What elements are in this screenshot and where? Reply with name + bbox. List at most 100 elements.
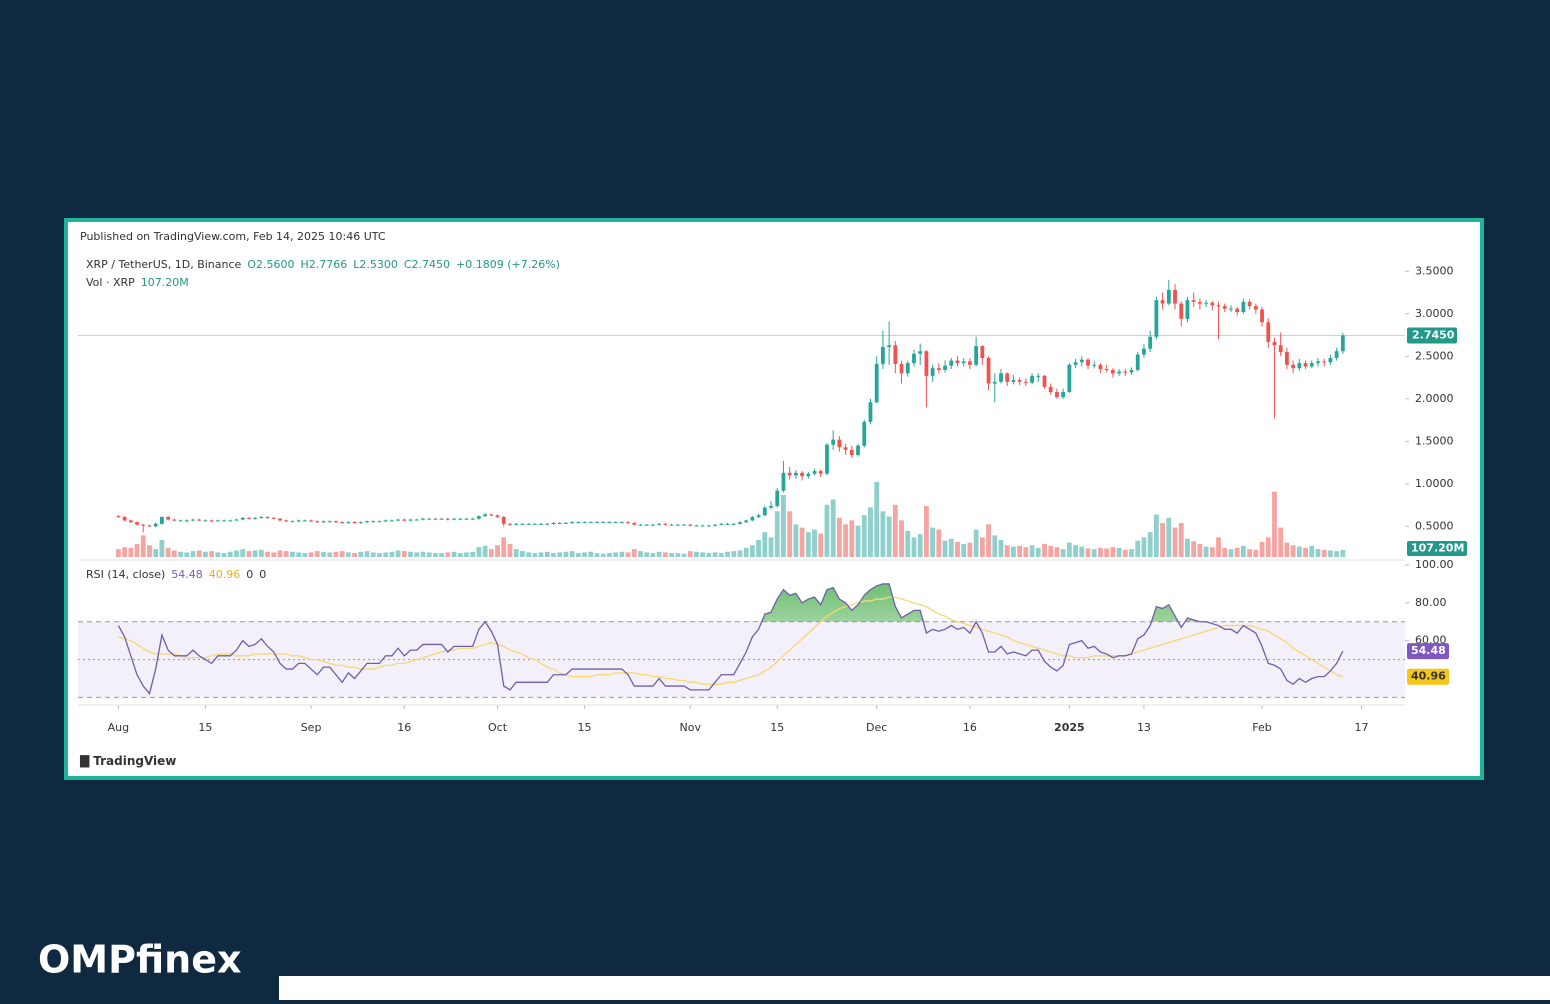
volume-bar	[364, 551, 370, 557]
volume-bar	[1234, 547, 1240, 557]
y-tick-label: 100.00	[1415, 558, 1454, 571]
volume-bar	[1259, 541, 1265, 557]
candle-body	[197, 519, 202, 521]
volume-bar	[1197, 543, 1203, 557]
candle-body	[644, 524, 649, 526]
candle-body	[1309, 363, 1314, 367]
volume-bar	[1216, 537, 1221, 557]
volume-bar	[532, 553, 538, 557]
volume-bar	[1203, 546, 1209, 557]
volume-bar	[1247, 549, 1253, 557]
candle-body	[1191, 300, 1196, 302]
chart-frame	[64, 218, 1484, 780]
candle-body	[203, 520, 208, 522]
y-tick-label: 2.5000	[1415, 349, 1454, 362]
candle-body	[762, 507, 767, 516]
candle-body	[1222, 306, 1227, 309]
candle-body	[160, 517, 164, 524]
volume-bar	[874, 481, 880, 557]
volume-bar	[687, 551, 693, 557]
volume-bar	[737, 550, 743, 557]
x-tick-label: 13	[1137, 721, 1151, 734]
volume-bar	[451, 551, 457, 557]
volume-bar	[414, 552, 420, 557]
candle-body	[843, 447, 848, 450]
volume-label: 107.20M	[1411, 542, 1464, 555]
rsi-value-label: 40.96	[1411, 670, 1446, 683]
volume-bar	[718, 553, 724, 557]
rsi-overbought-fill	[761, 583, 1200, 622]
volume-bar	[1029, 545, 1035, 557]
volume-bar	[1122, 549, 1128, 557]
volume-bar	[426, 552, 432, 557]
volume-bar	[594, 553, 600, 557]
candle-body	[856, 445, 860, 455]
volume-bar	[171, 550, 177, 557]
volume-bar	[1135, 540, 1141, 557]
volume-bar	[1011, 546, 1016, 557]
candle-body	[377, 521, 382, 523]
volume-bar	[140, 535, 146, 557]
candle-body	[769, 505, 773, 508]
candle-body	[178, 520, 183, 522]
volume-bar	[501, 537, 507, 557]
volume-bar	[1321, 549, 1327, 557]
candle-body	[532, 523, 537, 525]
candle-body	[545, 523, 550, 525]
volume-bar	[1091, 549, 1097, 557]
legend-item: Vol · XRP	[86, 276, 135, 289]
candle-body	[1247, 301, 1252, 307]
rsi-value-box	[1407, 668, 1449, 685]
volume-bar	[619, 551, 625, 557]
candle-body	[837, 439, 842, 448]
candle-body	[564, 522, 568, 524]
candle-body	[1235, 308, 1240, 313]
x-tick-label: 16	[397, 721, 411, 734]
brand-logo: OMPfinex	[38, 938, 241, 982]
candle-body	[209, 520, 214, 522]
volume-bar	[240, 549, 246, 557]
candle-body	[1334, 351, 1339, 359]
volume-bar	[986, 524, 991, 557]
x-tick-label: Sep	[301, 721, 322, 734]
volume-bar	[1098, 547, 1103, 557]
candle-body	[1104, 369, 1109, 371]
candle-body	[682, 524, 686, 526]
volume-bar	[395, 550, 401, 557]
candle-body	[881, 346, 885, 364]
volume-bar	[1073, 545, 1078, 557]
volume-bar	[880, 511, 886, 557]
x-tick-label: Nov	[679, 721, 701, 734]
candle-body	[750, 517, 755, 521]
volume-bar	[1290, 545, 1296, 557]
volume-bar	[924, 506, 929, 557]
candle-body	[800, 472, 805, 477]
candle-body	[1030, 375, 1034, 383]
volume-bar	[507, 543, 513, 557]
candle-body	[651, 524, 655, 526]
y-tick-label: 3.0000	[1415, 307, 1454, 320]
candle-body	[247, 517, 251, 519]
candle-body	[1303, 363, 1308, 367]
volume-bar	[849, 520, 855, 557]
candle-body	[775, 490, 780, 506]
volume-bar	[793, 524, 799, 557]
legend-item: O2.5600	[247, 258, 294, 271]
candle-body	[1042, 375, 1047, 387]
volume-bar	[569, 551, 575, 557]
candle-body	[141, 524, 146, 526]
candle-body	[1073, 362, 1078, 365]
volume-bar	[420, 551, 426, 557]
candle-body	[1297, 363, 1302, 369]
candle-body	[949, 360, 954, 366]
candle-body	[619, 522, 624, 524]
candle-body	[1340, 335, 1345, 352]
legend-item: L2.5300	[353, 258, 398, 271]
candle-body	[445, 518, 450, 520]
volume-bar	[221, 553, 227, 557]
candle-body	[663, 523, 668, 525]
volume-bar	[1004, 545, 1010, 557]
volume-bar	[936, 529, 942, 557]
rsi-value-label: 54.48	[1411, 644, 1446, 657]
volume-bar	[613, 552, 619, 557]
